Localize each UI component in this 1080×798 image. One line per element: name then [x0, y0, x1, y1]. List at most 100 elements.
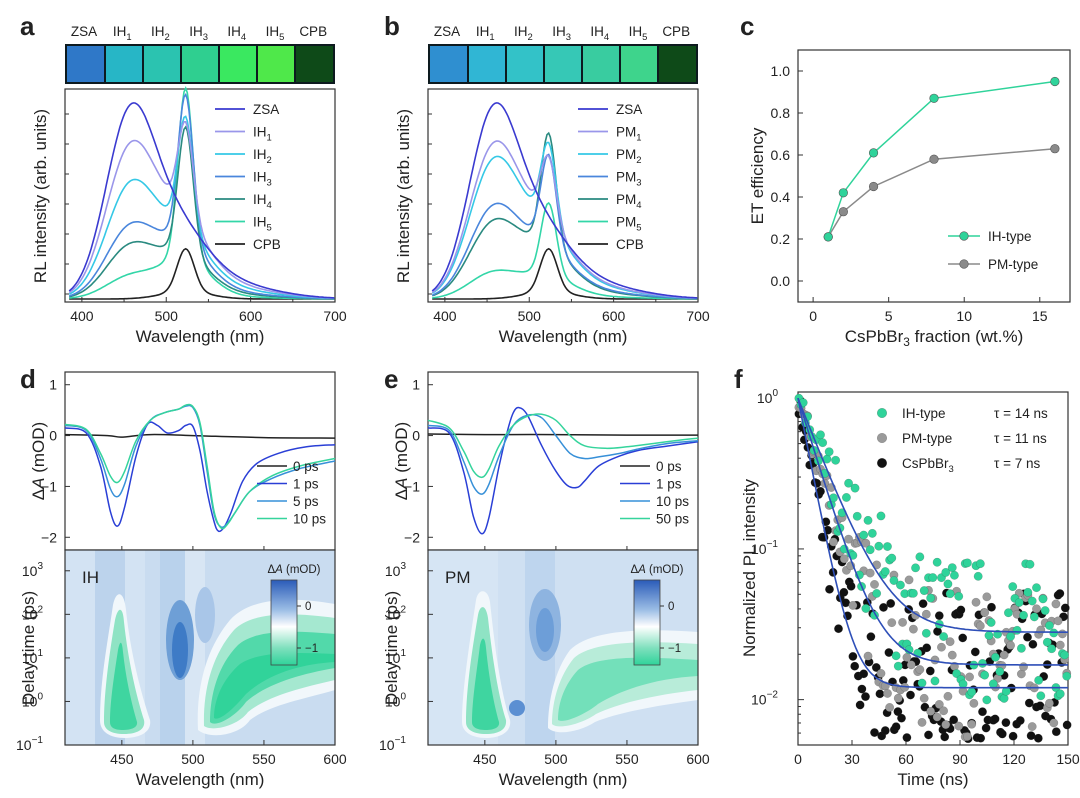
data-point — [932, 712, 942, 722]
data-point — [945, 637, 955, 647]
panel-f-axes: 0 30 60 90 120 150 100 10−1 10−2 — [751, 388, 1080, 767]
panel-e-colorbar-label: ΔA (mOD) — [630, 564, 683, 576]
data-point — [924, 730, 933, 740]
strip-swatch — [659, 46, 696, 82]
data-point — [895, 580, 905, 590]
x-tick-label: 60 — [898, 751, 914, 767]
data-point — [991, 652, 1000, 662]
data-point — [1053, 616, 1063, 626]
strip-swatch — [507, 46, 543, 82]
data-point — [902, 733, 912, 743]
data-point — [883, 542, 892, 551]
x-tick-label: 15 — [1032, 308, 1048, 324]
data-point — [937, 642, 946, 652]
rl-series-ZSA — [431, 102, 698, 299]
x-tick-label: 400 — [433, 308, 457, 324]
x-tick-label: 600 — [323, 751, 347, 767]
x-tick-label: 500 — [181, 751, 205, 767]
strip-label: ZSA — [434, 24, 460, 39]
data-point — [969, 698, 979, 708]
data-point — [876, 668, 886, 678]
data-point — [949, 715, 959, 725]
y-tick-label: −1 — [41, 478, 57, 494]
y-tick-label: 1 — [49, 377, 57, 393]
data-point — [1015, 716, 1025, 725]
data-point — [1027, 722, 1037, 732]
data-point — [995, 667, 1005, 677]
panel-a-y-label: RL intensity (arb. units) — [31, 109, 50, 283]
data-point — [943, 691, 953, 701]
data-point — [861, 604, 871, 613]
x-tick-label: 600 — [602, 308, 626, 324]
data-point — [999, 650, 1009, 660]
data-point — [949, 570, 959, 580]
x-tick-label: 0 — [809, 308, 817, 324]
data-point — [880, 567, 890, 576]
data-point — [990, 714, 1000, 724]
panel-d-spectra-axes: 1 0 −1 −2 — [41, 377, 336, 550]
data-point — [908, 624, 918, 634]
series-line-PM-type — [827, 147, 1055, 238]
data-point — [1028, 639, 1038, 649]
panel-a-letter: a — [20, 11, 35, 41]
data-point — [863, 515, 873, 525]
data-point — [868, 181, 879, 192]
fit-curve-IH-type — [797, 397, 1068, 633]
x-tick-label: 10 — [956, 308, 972, 324]
data-point — [1016, 643, 1026, 653]
data-point — [865, 545, 875, 555]
data-point — [1029, 612, 1039, 622]
rl-series-CPB — [69, 247, 335, 300]
x-tick-label: 600 — [239, 308, 263, 324]
data-point — [893, 693, 903, 703]
data-point — [886, 599, 896, 608]
panel-b-x-label: Wavelength (nm) — [499, 327, 628, 346]
data-point — [918, 599, 928, 609]
data-point — [928, 573, 938, 583]
panel-d-spectra-series — [64, 403, 336, 533]
legend-label: IH5 — [253, 215, 272, 234]
x-tick-label: 90 — [952, 751, 968, 767]
strip-swatch — [220, 46, 256, 82]
data-point — [976, 733, 986, 743]
panel-d-heatmap — [64, 549, 336, 746]
ta-series-0-ps — [64, 433, 336, 439]
data-point — [986, 618, 996, 627]
data-point — [1008, 582, 1018, 592]
data-point — [1055, 640, 1065, 650]
data-point — [838, 207, 848, 217]
data-point — [917, 678, 927, 688]
x-tick-label: 400 — [70, 308, 94, 324]
data-point — [861, 538, 871, 548]
data-point — [988, 679, 998, 689]
legend-label: IH2 — [253, 147, 272, 166]
data-point — [925, 666, 935, 676]
data-point — [934, 700, 944, 709]
panel-d-colorbar-tick: 0 — [305, 601, 311, 613]
panel-e-y-label: ΔA (mOD) — [392, 422, 411, 500]
y-tick-label: 0.4 — [771, 189, 791, 205]
y-tick-label: 0.6 — [771, 147, 791, 163]
data-point — [962, 732, 972, 742]
data-point — [967, 687, 977, 697]
x-tick-label: 0 — [794, 751, 802, 767]
data-point — [879, 602, 888, 612]
x-tick-label: 700 — [323, 308, 347, 324]
x-tick-label: 500 — [518, 308, 542, 324]
data-point — [887, 553, 897, 563]
panel-a-x-ticks: 400 500 600 700 — [65, 113, 347, 324]
data-point — [1062, 671, 1072, 681]
data-point — [871, 663, 881, 672]
data-point — [1014, 598, 1024, 607]
data-point — [975, 559, 985, 569]
panel-c-axes: 0 5 10 15 0.0 0.2 0.4 0.6 0.8 1.0 — [771, 63, 1048, 324]
legend-tau: τ = 7 ns — [994, 456, 1040, 471]
panel-e-spectra-axes: 1 0 −1 −2 — [404, 377, 699, 550]
rl-series-PM5 — [432, 201, 698, 300]
legend-label: 0 ps — [656, 459, 682, 474]
legend-label: 5 ps — [293, 494, 319, 509]
data-point — [952, 669, 962, 679]
y-tick-label: 100 — [22, 691, 44, 709]
data-point — [1025, 559, 1035, 569]
ta-series-10-ps — [64, 403, 336, 530]
